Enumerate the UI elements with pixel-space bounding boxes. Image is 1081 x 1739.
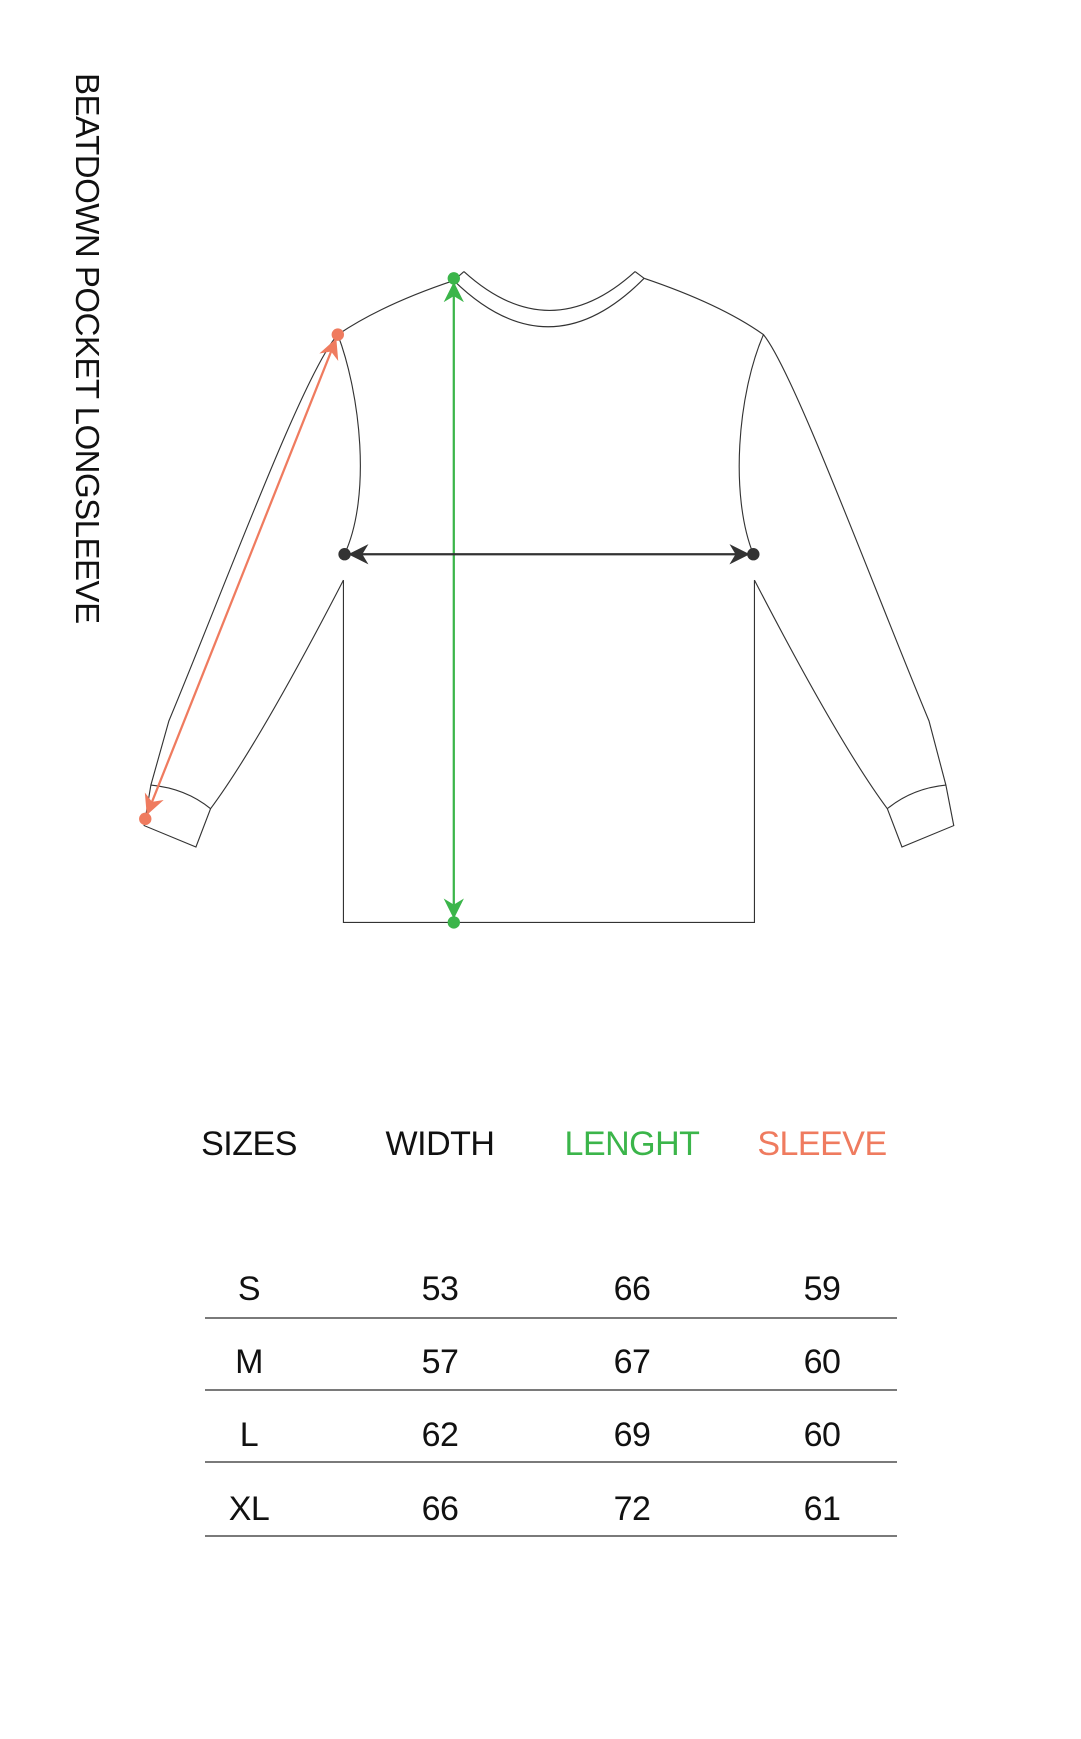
width-left-dot [338, 548, 351, 561]
sleeve-measure [139, 328, 345, 826]
cell-width: 53 [421, 1270, 459, 1308]
cell-width: 62 [421, 1416, 459, 1454]
row-divider [205, 1535, 897, 1537]
cell-sleeve: 60 [803, 1416, 841, 1454]
row-divider [205, 1317, 897, 1319]
shirt-outline [143, 271, 955, 923]
cell-sleeve: 59 [803, 1270, 841, 1308]
width-right-dot [747, 548, 760, 561]
sleeve-bottom-dot [139, 812, 152, 826]
cell-size: XL [228, 1490, 270, 1528]
cell-sleeve: 60 [803, 1343, 841, 1381]
header-length: LENGHT [564, 1125, 700, 1163]
length-top-dot [447, 272, 460, 285]
cell-length: 67 [613, 1343, 651, 1381]
length-bottom-dot [447, 916, 460, 929]
cell-size: S [237, 1270, 261, 1308]
row-divider [205, 1389, 897, 1391]
cell-length: 66 [613, 1270, 651, 1308]
sleeve-top-dot [331, 328, 345, 341]
cell-length: 69 [613, 1416, 651, 1454]
cell-sleeve: 61 [803, 1490, 841, 1528]
cell-size: L [239, 1416, 259, 1454]
length-measure [443, 272, 464, 929]
header-sleeve: SLEEVE [757, 1125, 887, 1163]
row-divider [205, 1461, 897, 1463]
cell-width: 66 [421, 1490, 459, 1528]
width-measure [338, 544, 760, 565]
header-sizes: SIZES [201, 1125, 297, 1163]
header-width: WIDTH [385, 1125, 495, 1163]
cell-width: 57 [421, 1343, 459, 1381]
cell-size: M [235, 1343, 263, 1381]
cell-length: 72 [613, 1490, 651, 1528]
